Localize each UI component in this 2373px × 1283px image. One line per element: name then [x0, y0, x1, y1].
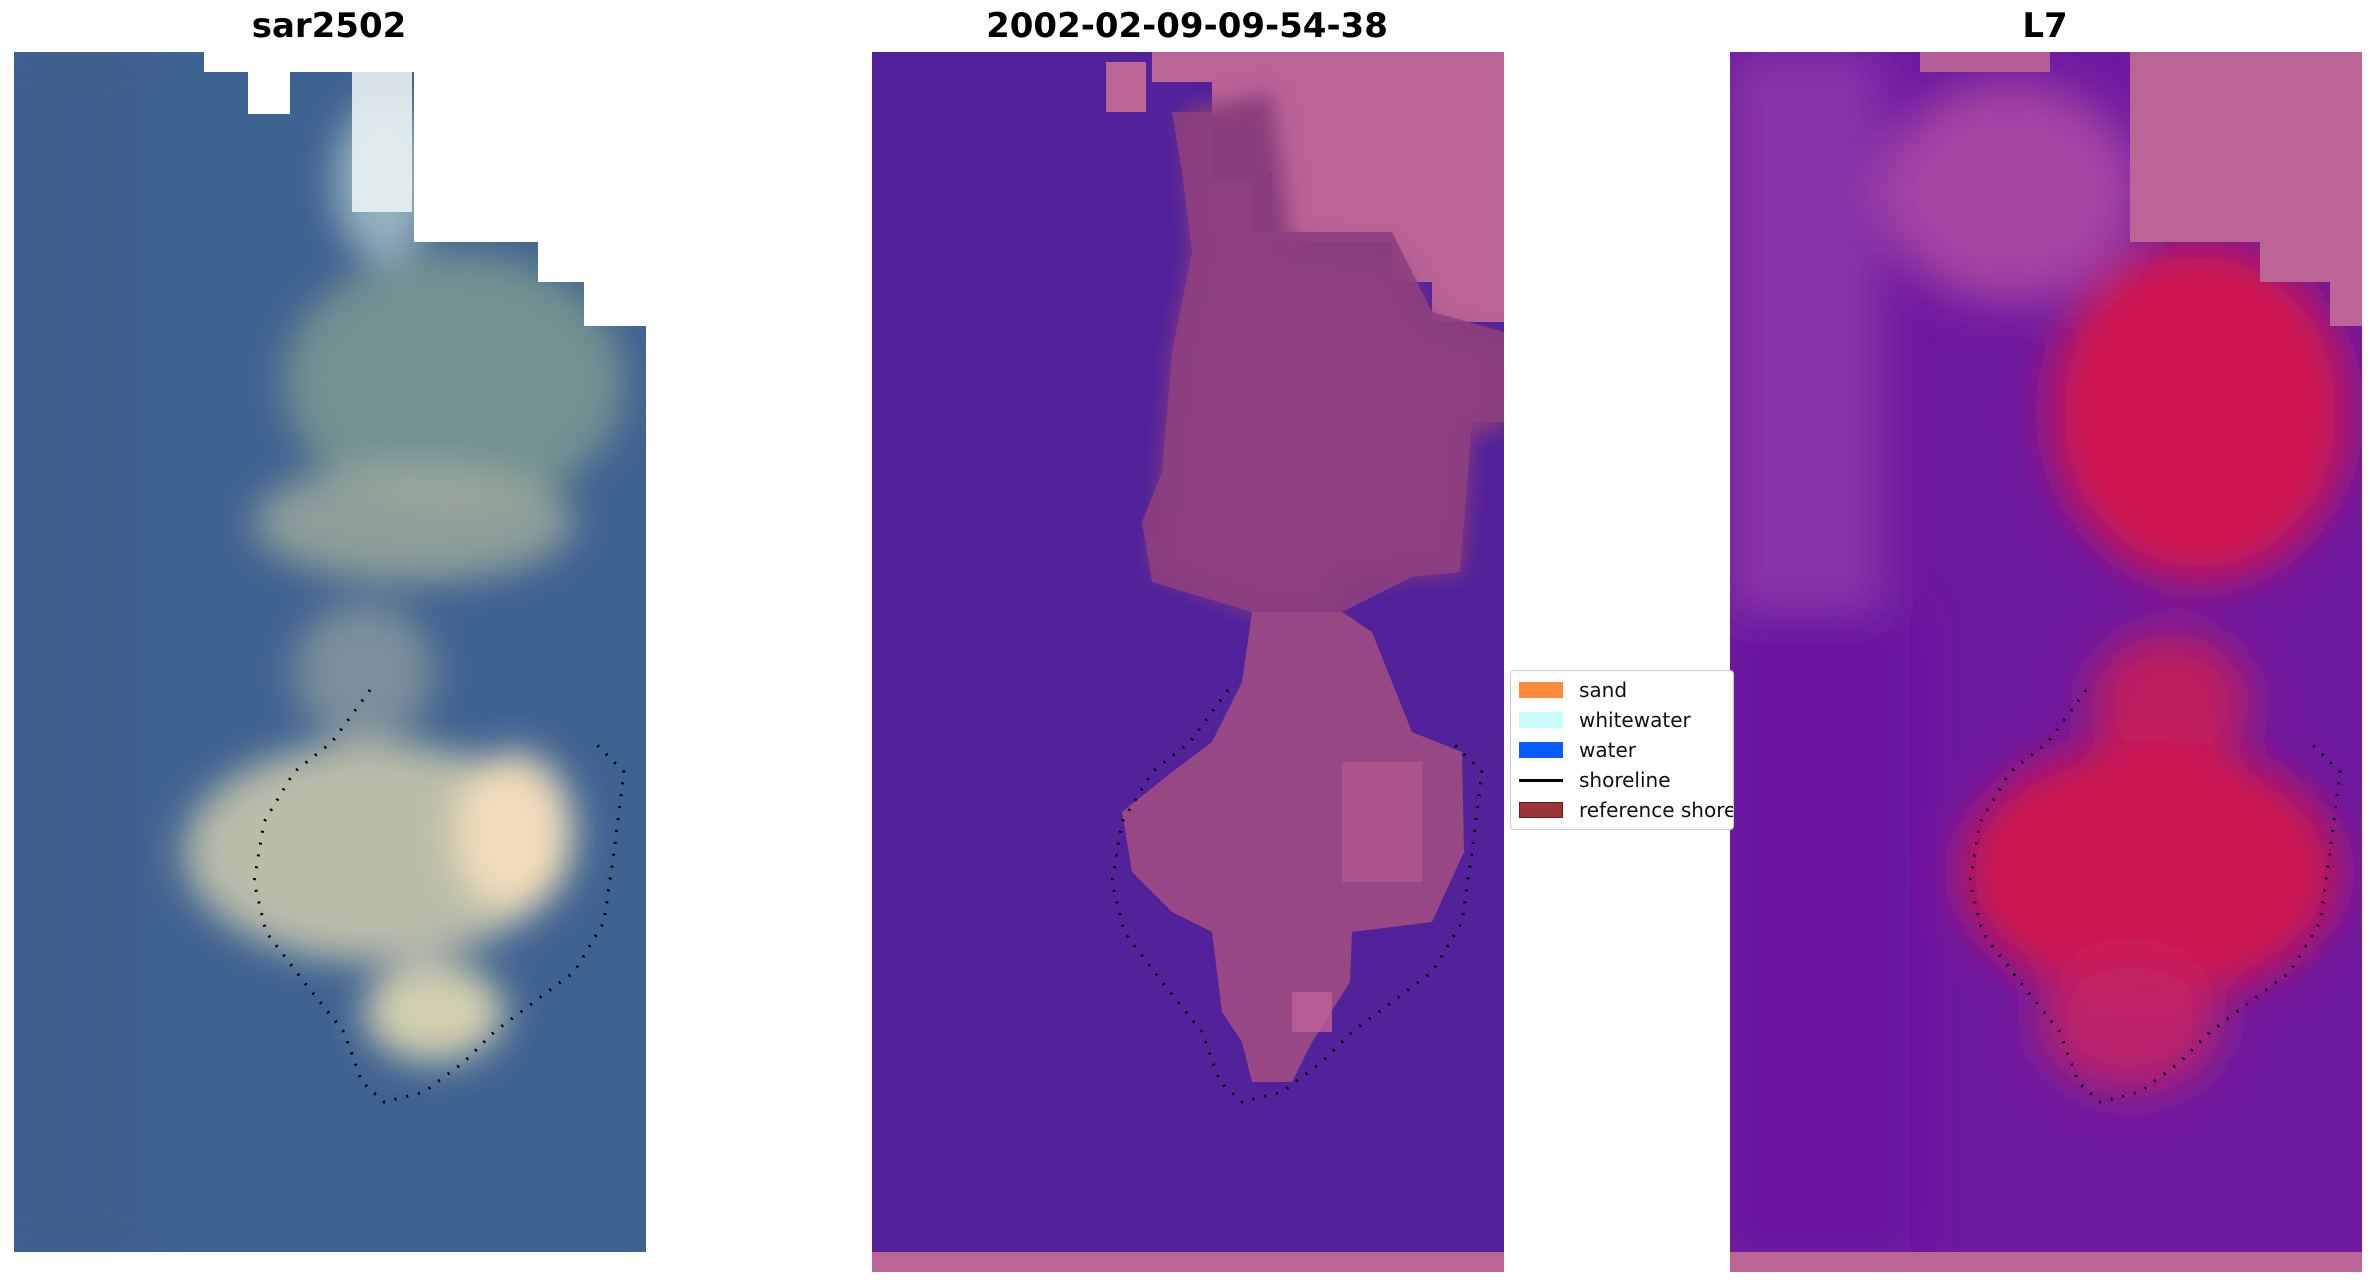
reference-shoreline-swatch	[1519, 802, 1563, 818]
index-image-panel	[1730, 52, 2362, 1272]
whitewater-swatch	[1519, 712, 1563, 728]
legend-item-sand: sand	[1519, 678, 1628, 702]
legend-item-whitewater: whitewater	[1519, 708, 1691, 732]
panel-title-sar2502: sar2502	[251, 6, 407, 46]
legend-label-sand: sand	[1579, 678, 1628, 702]
legend-label-shoreline: shoreline	[1579, 768, 1671, 792]
legend-item-shoreline: shoreline	[1519, 768, 1671, 792]
panel-title-date: 2002-02-09-09-54-38	[986, 6, 1388, 46]
legend-item-reference-shoreline: reference shoreline	[1519, 798, 1733, 822]
panel-title-l7: L7	[2022, 6, 2068, 46]
legend-label-whitewater: whitewater	[1579, 708, 1691, 732]
legend: sand whitewater water shoreline referenc…	[1510, 670, 1734, 830]
legend-label-water: water	[1579, 738, 1636, 762]
water-swatch	[1519, 742, 1563, 758]
legend-item-water: water	[1519, 738, 1636, 762]
classified-image-panel	[872, 52, 1504, 1272]
rgb-image-panel	[14, 52, 646, 1252]
shoreline-line-swatch	[1519, 778, 1563, 782]
sand-swatch	[1519, 682, 1563, 698]
legend-label-reference-shoreline: reference shoreline	[1579, 798, 1733, 822]
